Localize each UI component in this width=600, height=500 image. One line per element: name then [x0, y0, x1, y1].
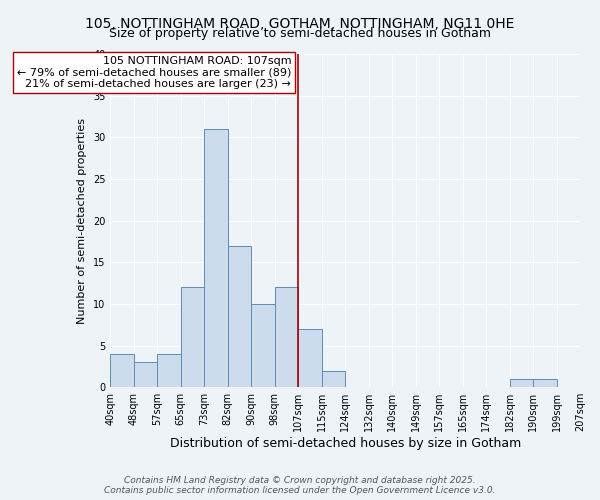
Bar — [298, 329, 322, 387]
Bar — [533, 379, 557, 387]
Bar — [251, 304, 275, 387]
Text: Size of property relative to semi-detached houses in Gotham: Size of property relative to semi-detach… — [109, 28, 491, 40]
Bar — [228, 246, 251, 387]
Bar — [275, 287, 298, 387]
Bar — [204, 129, 228, 387]
Text: 105, NOTTINGHAM ROAD, GOTHAM, NOTTINGHAM, NG11 0HE: 105, NOTTINGHAM ROAD, GOTHAM, NOTTINGHAM… — [85, 18, 515, 32]
Text: 105 NOTTINGHAM ROAD: 107sqm
← 79% of semi-detached houses are smaller (89)
21% o: 105 NOTTINGHAM ROAD: 107sqm ← 79% of sem… — [17, 56, 291, 89]
Y-axis label: Number of semi-detached properties: Number of semi-detached properties — [77, 118, 88, 324]
Bar — [157, 354, 181, 387]
Bar — [181, 287, 204, 387]
Bar — [509, 379, 533, 387]
Bar — [134, 362, 157, 387]
Bar — [110, 354, 134, 387]
X-axis label: Distribution of semi-detached houses by size in Gotham: Distribution of semi-detached houses by … — [170, 437, 521, 450]
Text: Contains HM Land Registry data © Crown copyright and database right 2025.
Contai: Contains HM Land Registry data © Crown c… — [104, 476, 496, 495]
Bar — [322, 370, 345, 387]
